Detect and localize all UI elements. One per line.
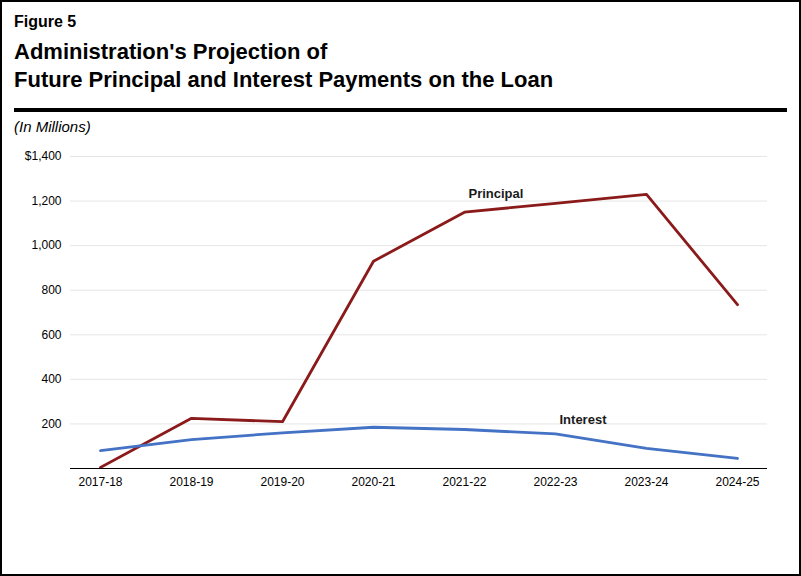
svg-text:2017-18: 2017-18 xyxy=(78,475,122,489)
svg-text:800: 800 xyxy=(41,283,61,297)
svg-text:2020-21: 2020-21 xyxy=(351,475,395,489)
svg-text:200: 200 xyxy=(41,417,61,431)
svg-text:Interest: Interest xyxy=(560,412,608,427)
svg-text:400: 400 xyxy=(41,372,61,386)
html-text:Administration's Projection of: Administration's Projection of Future Pr… xyxy=(14,39,554,92)
svg-text:2023-24: 2023-24 xyxy=(624,475,668,489)
svg-text:1,000: 1,000 xyxy=(31,238,61,252)
svg-text:Principal: Principal xyxy=(469,186,524,201)
svg-text:2021-22: 2021-22 xyxy=(442,475,486,489)
html-text:(In Millions): (In Millions) xyxy=(14,118,91,135)
svg-text:1,200: 1,200 xyxy=(31,194,61,208)
svg-text:2024-25: 2024-25 xyxy=(715,475,759,489)
html-text:Figure 5: Figure 5 xyxy=(14,13,77,30)
svg-text:2022-23: 2022-23 xyxy=(533,475,577,489)
svg-text:$1,400: $1,400 xyxy=(25,149,62,163)
svg-text:2019-20: 2019-20 xyxy=(260,475,304,489)
svg-text:600: 600 xyxy=(41,328,61,342)
svg-text:2018-19: 2018-19 xyxy=(169,475,213,489)
